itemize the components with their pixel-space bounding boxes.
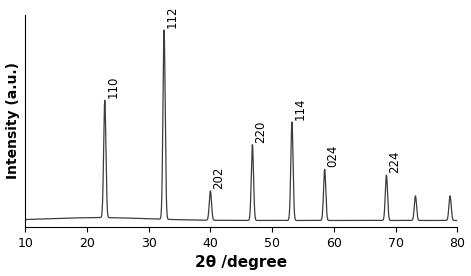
Text: 112: 112 [166,6,179,28]
Text: 110: 110 [106,76,120,98]
Text: 220: 220 [254,120,267,143]
Text: 202: 202 [212,167,225,189]
Text: 224: 224 [388,151,401,173]
X-axis label: 2θ /degree: 2θ /degree [195,256,287,270]
Text: 114: 114 [294,98,307,120]
Text: 024: 024 [326,145,340,168]
Y-axis label: Intensity (a.u.): Intensity (a.u.) [6,62,20,179]
